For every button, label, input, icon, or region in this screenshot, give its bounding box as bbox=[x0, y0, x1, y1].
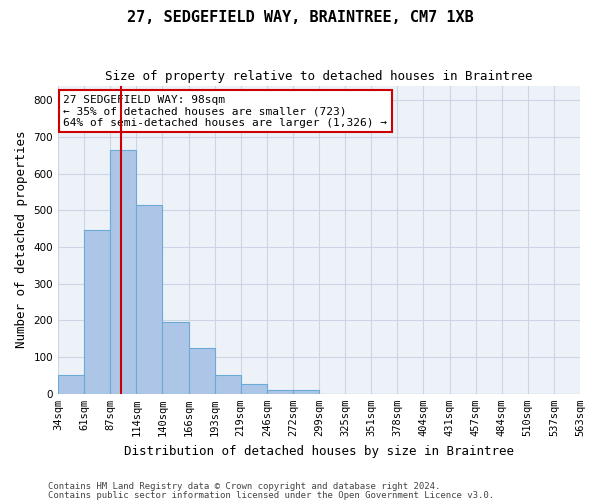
Text: 27, SEDGEFIELD WAY, BRAINTREE, CM7 1XB: 27, SEDGEFIELD WAY, BRAINTREE, CM7 1XB bbox=[127, 10, 473, 25]
Title: Size of property relative to detached houses in Braintree: Size of property relative to detached ho… bbox=[105, 70, 533, 83]
Bar bbox=[241, 384, 267, 394]
Bar bbox=[58, 376, 84, 394]
Text: Contains public sector information licensed under the Open Government Licence v3: Contains public sector information licen… bbox=[48, 490, 494, 500]
Bar bbox=[110, 150, 136, 394]
Bar bbox=[267, 390, 293, 394]
Bar bbox=[215, 374, 241, 394]
X-axis label: Distribution of detached houses by size in Braintree: Distribution of detached houses by size … bbox=[124, 444, 514, 458]
Bar bbox=[188, 348, 215, 394]
Bar bbox=[293, 390, 319, 394]
Bar bbox=[84, 230, 110, 394]
Text: 27 SEDGEFIELD WAY: 98sqm
← 35% of detached houses are smaller (723)
64% of semi-: 27 SEDGEFIELD WAY: 98sqm ← 35% of detach… bbox=[63, 95, 387, 128]
Bar bbox=[136, 205, 163, 394]
Text: Contains HM Land Registry data © Crown copyright and database right 2024.: Contains HM Land Registry data © Crown c… bbox=[48, 482, 440, 491]
Y-axis label: Number of detached properties: Number of detached properties bbox=[15, 131, 28, 348]
Bar bbox=[163, 322, 188, 394]
